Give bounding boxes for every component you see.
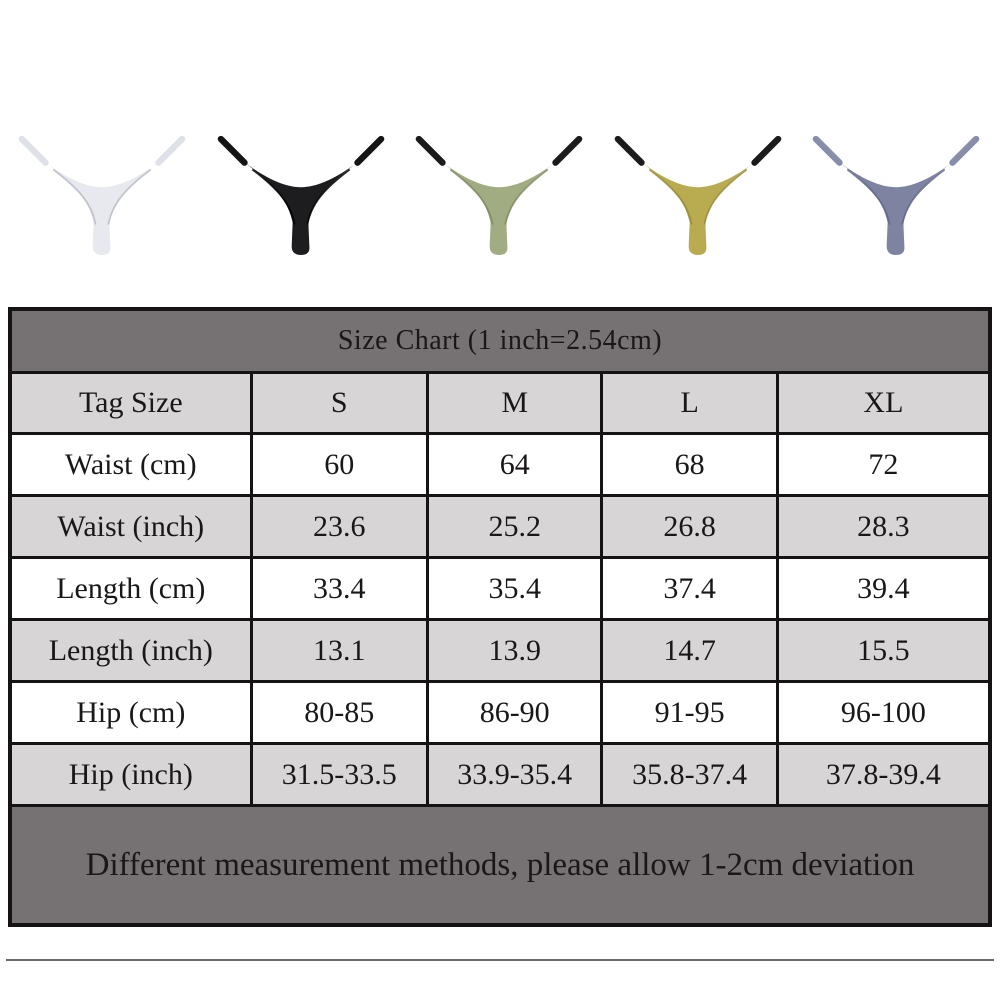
header-tag-size: Tag Size [8,371,253,435]
size-chart-title-row: Size Chart (1 inch=2.54cm) [8,307,992,374]
value-waist-cm-m: 64 [425,432,604,497]
value-hip-inch-m: 33.9-35.4 [425,742,604,807]
size-chart-table: Size Chart (1 inch=2.54cm) Tag Size S M L XL W… [8,307,992,927]
size-chart-footnote: Different measurement methods, please al… [8,804,992,927]
thong-strap-right-icon [750,135,781,166]
size-row-waist-cm: Waist (cm) 60 64 68 72 [8,432,992,497]
header-size-m: M [425,371,604,435]
value-length-inch-m: 13.9 [425,618,604,683]
product-color-row [0,132,1000,265]
value-waist-cm-xl: 72 [775,432,992,497]
thong-sage-green-image [415,135,583,256]
value-waist-cm-l: 68 [600,432,779,497]
value-hip-cm-m: 86-90 [425,680,604,745]
thong-strap-left-icon [217,135,248,166]
thong-strap-right-icon [353,135,384,166]
value-length-inch-l: 14.7 [600,618,779,683]
size-row-waist-inch: Waist (inch) 23.6 25.2 26.8 28.3 [8,494,992,559]
thong-seam-lines [449,168,549,225]
value-hip-cm-s: 80-85 [249,680,429,745]
header-size-xl: XL [775,371,992,435]
value-length-cm-l: 37.4 [600,556,779,621]
value-length-cm-m: 35.4 [425,556,604,621]
size-chart-title: Size Chart (1 inch=2.54cm) [8,307,992,374]
value-hip-inch-s: 31.5-33.5 [249,742,429,807]
size-chart-header-row: Tag Size S M L XL [8,371,992,435]
header-size-l: L [600,371,779,435]
value-waist-inch-xl: 28.3 [775,494,992,559]
row-label-waist-cm: Waist (cm) [8,432,253,497]
thong-seam-lines [251,168,350,225]
thong-strap-right-icon [949,135,980,166]
value-waist-inch-l: 26.8 [600,494,779,559]
value-hip-inch-l: 35.8-37.4 [600,742,779,807]
size-row-length-inch: Length (inch) 13.1 13.9 14.7 15.5 [8,618,992,683]
header-size-s: S [249,371,429,435]
image-bottom-edge-line [6,959,994,961]
thong-strap-right-icon [155,135,186,166]
value-waist-inch-s: 23.6 [249,494,429,559]
row-label-waist-inch: Waist (inch) [8,494,253,559]
row-label-hip-inch: Hip (inch) [8,742,253,807]
thong-body-shape [838,161,954,256]
thong-white-image [18,135,186,256]
row-label-length-inch: Length (inch) [8,618,253,683]
thong-body-shape [640,161,755,256]
thong-mustard-yellow-image [614,135,781,256]
value-hip-cm-l: 91-95 [600,680,779,745]
thong-seam-lines [52,168,152,225]
size-row-length-cm: Length (cm) 33.4 35.4 37.4 39.4 [8,556,992,621]
value-length-inch-xl: 15.5 [775,618,992,683]
thong-body-shape [243,161,358,256]
value-length-cm-s: 33.4 [249,556,429,621]
row-label-hip-cm: Hip (cm) [8,680,253,745]
value-waist-cm-s: 60 [249,432,429,497]
size-row-hip-cm: Hip (cm) 80-85 86-90 91-95 96-100 [8,680,992,745]
value-waist-inch-m: 25.2 [425,494,604,559]
thong-strap-left-icon [18,135,49,166]
thong-seam-lines [846,168,946,225]
size-row-hip-inch: Hip (inch) 31.5-33.5 33.9-35.4 35.8-37.4 37.… [8,742,992,807]
row-label-length-cm: Length (cm) [8,556,253,621]
thong-body-shape [44,161,160,256]
thong-strap-left-icon [415,135,446,166]
value-length-inch-s: 13.1 [249,618,429,683]
thong-blue-purple-image [812,135,980,256]
thong-strap-right-icon [552,135,583,166]
size-chart-footnote-row: Different measurement methods, please al… [8,804,992,927]
value-hip-cm-xl: 96-100 [775,680,992,745]
thong-seam-lines [648,168,747,225]
thong-body-shape [441,161,557,256]
value-length-cm-xl: 39.4 [775,556,992,621]
thong-black-image [217,135,384,256]
thong-strap-left-icon [614,135,645,166]
thong-strap-left-icon [812,135,843,166]
value-hip-inch-xl: 37.8-39.4 [775,742,992,807]
